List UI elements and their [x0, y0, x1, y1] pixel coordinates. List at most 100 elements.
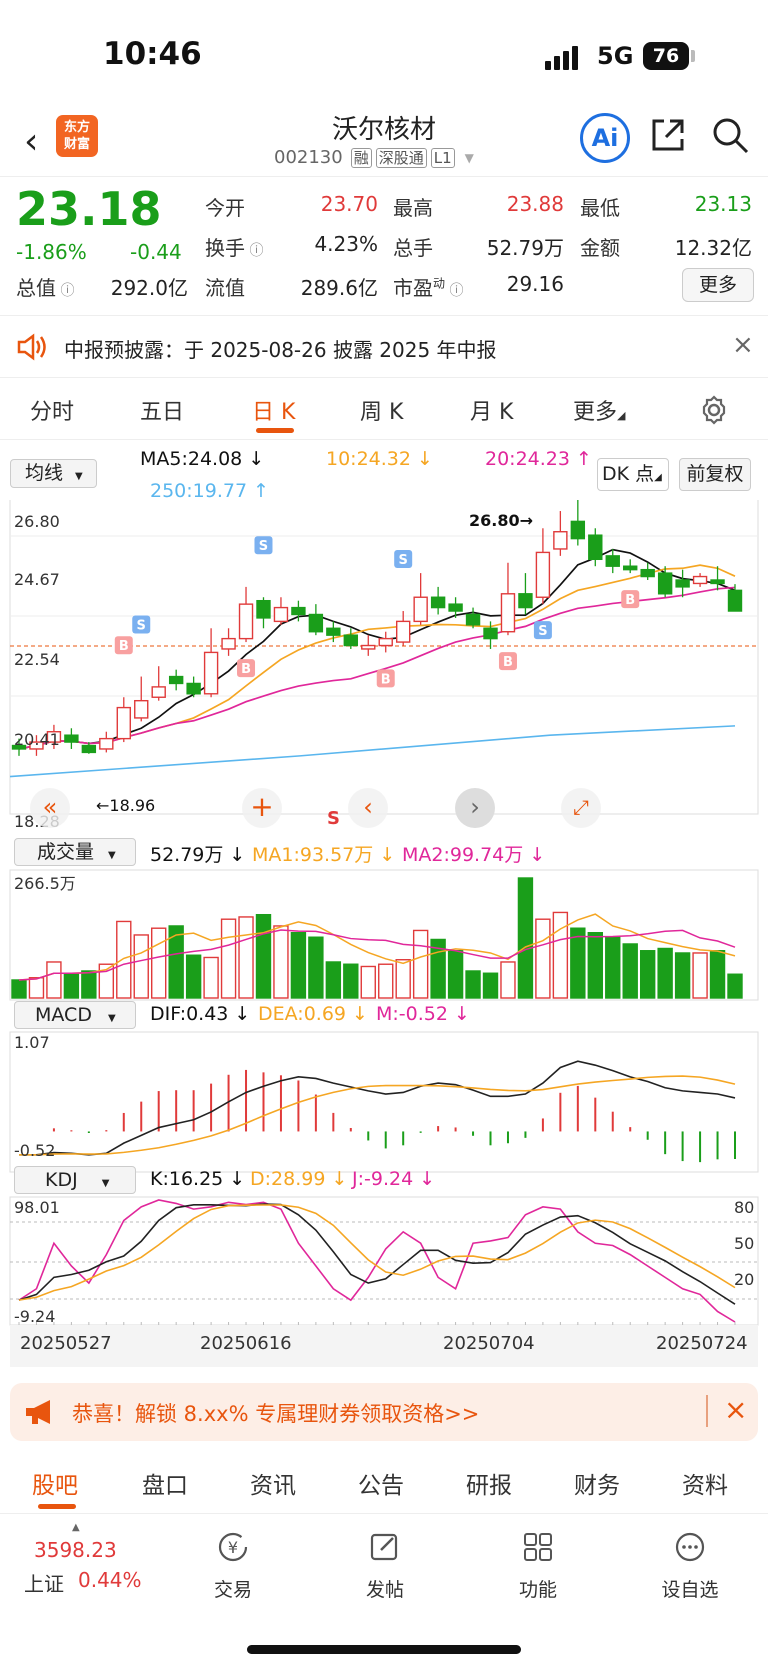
svg-text:B: B [625, 593, 635, 608]
info-icon: ⓘ [445, 283, 464, 299]
edit-icon [370, 1533, 398, 1561]
macd-top: 1.07 [14, 1033, 50, 1052]
change-value: -0.44 [130, 240, 182, 264]
panel-frame [9, 1031, 759, 1173]
macd-dea: DEA:0.69 ↓ [258, 1003, 368, 1025]
next-icon[interactable]: › [455, 788, 495, 828]
index-pct[interactable]: 0.44% [78, 1568, 142, 1592]
functions-button[interactable]: 功能 [498, 1530, 578, 1602]
vol-ma1-line [18, 913, 736, 981]
tab-monthly-k[interactable]: 月 K [470, 400, 514, 425]
volume-bar [308, 936, 324, 999]
kdj-80: 80 [734, 1198, 755, 1217]
zoom-in-icon[interactable]: + [242, 788, 282, 828]
volume-bar [273, 925, 289, 999]
tab-announcements[interactable]: 公告 [358, 1473, 404, 1499]
gear-icon[interactable] [698, 394, 730, 426]
candle [570, 520, 586, 540]
candle [343, 634, 359, 647]
volume-bar [360, 965, 376, 999]
float-label: 流值 [205, 276, 245, 300]
tab-guba[interactable]: 股吧 [32, 1473, 78, 1499]
candle [361, 644, 376, 650]
app-logo[interactable]: 东方 财富 [56, 115, 98, 157]
tab-five-day[interactable]: 五日 [140, 400, 185, 425]
fast-back-icon[interactable]: « [30, 788, 70, 828]
candle [46, 731, 62, 743]
volume-bar [133, 934, 149, 999]
tab-research[interactable]: 研报 [466, 1473, 512, 1499]
dif-line [19, 1060, 736, 1156]
open-label: 今开 [205, 196, 245, 220]
adjust-button[interactable]: 前复权 [679, 458, 751, 491]
low-value: 23.13 [694, 192, 752, 216]
fullscreen-icon[interactable]: ⤢ [561, 788, 601, 828]
volume-bar [220, 918, 237, 999]
promo-banner[interactable]: 恭喜！解锁 8.xx% 专属理财券领取资格>> × [10, 1383, 758, 1441]
volume-bar [552, 911, 569, 999]
volume-bar [517, 877, 534, 999]
notice-bar[interactable]: 中报预披露：于 2025-08-26 披露 2025 年中报 × [0, 318, 768, 378]
post-button[interactable]: 发帖 [345, 1530, 425, 1602]
tab-finance[interactable]: 财务 [574, 1473, 620, 1499]
tab-intraday[interactable]: 分时 [30, 400, 75, 425]
index-name[interactable]: 上证 [24, 1572, 64, 1596]
share-icon[interactable] [648, 115, 688, 155]
volume-select[interactable]: 成交量 ▼ [14, 838, 136, 866]
volume-bar [238, 916, 254, 999]
sell-signal-marker: S [533, 621, 552, 640]
candle [623, 565, 638, 571]
mcap-label[interactable]: 总值 ⓘ [16, 276, 75, 300]
macd-m: M:-0.52 ↓ [376, 1003, 470, 1025]
candle [430, 596, 446, 609]
y-label-4: 20.41 [14, 730, 60, 749]
macd-select[interactable]: MACD ▼ [14, 1001, 136, 1029]
stock-code: 002130 [274, 147, 343, 168]
volume-bars [11, 877, 743, 999]
candle [588, 534, 603, 561]
candle [465, 613, 481, 626]
svg-text:B: B [381, 672, 391, 687]
search-icon[interactable] [710, 115, 750, 155]
index-value[interactable]: 3598.23 [34, 1538, 117, 1562]
chart-grid [9, 500, 759, 1326]
ma-lines [9, 548, 736, 778]
kdj-select[interactable]: KDJ ▼ [14, 1166, 136, 1194]
tab-news[interactable]: 资讯 [250, 1473, 296, 1499]
candle [308, 613, 324, 633]
volume-bar [535, 918, 551, 999]
volume-bar [605, 936, 621, 999]
tab-weekly-k[interactable]: 周 K [360, 400, 404, 425]
volume-bar [465, 970, 481, 999]
ma-select[interactable]: 均线 ▼ [10, 459, 97, 488]
back-icon[interactable]: ‹ [24, 121, 39, 162]
home-indicator [247, 1645, 521, 1654]
stock-subline[interactable]: 002130 融 深股通 L1 ▼ [274, 147, 474, 168]
ma5-line [18, 548, 736, 750]
trade-button[interactable]: ¥ 交易 [193, 1530, 273, 1602]
tag-level: L1 [430, 147, 455, 168]
svg-text:¥: ¥ [228, 1538, 238, 1557]
more-button[interactable]: 更多 [682, 268, 754, 302]
kdj-panel [18, 1199, 736, 1328]
tab-profile[interactable]: 资料 [682, 1473, 728, 1499]
tab-pankou[interactable]: 盘口 [142, 1473, 188, 1499]
pe-value: 29.16 [506, 272, 564, 296]
add-watchlist-button[interactable]: 设自选 [650, 1530, 730, 1602]
grid-icon [524, 1533, 552, 1561]
pe-label[interactable]: 市盈动 ⓘ [393, 276, 464, 300]
dk-point-button[interactable]: DK 点◢ [597, 458, 669, 491]
volume-bar [343, 963, 359, 999]
close-icon[interactable]: × [724, 1393, 748, 1426]
close-icon[interactable]: × [732, 330, 754, 360]
candle [657, 572, 673, 595]
megaphone-icon [26, 1400, 50, 1424]
turnover-label[interactable]: 换手 ⓘ [205, 236, 264, 260]
candle [675, 579, 690, 588]
ai-button[interactable]: Ai [580, 113, 630, 163]
prev-icon[interactable]: ‹ [348, 788, 388, 828]
battery-icon: 76 [643, 42, 689, 70]
tab-more[interactable]: 更多◢ [573, 400, 626, 425]
tab-daily-k[interactable]: 日 K [252, 400, 296, 425]
